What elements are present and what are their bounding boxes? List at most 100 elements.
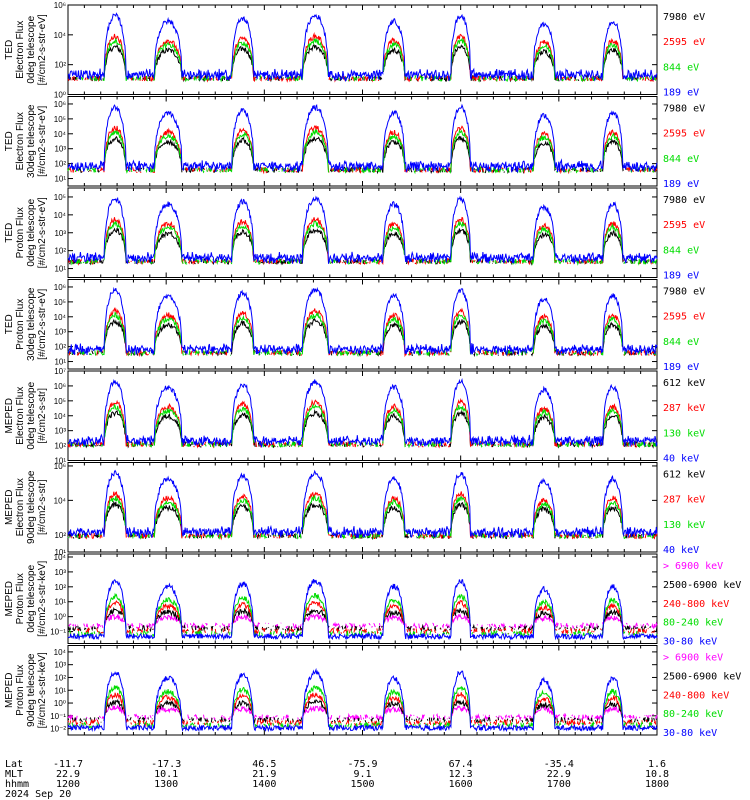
panel-8: 10⁻² 10⁻¹ 10⁰ 10¹ 10² 10³ 10⁴ MEPED Proton Flux 9… — [4, 645, 741, 739]
y-tick-label: 10¹ — [54, 598, 66, 607]
legend-entry: 844 eV — [663, 245, 699, 256]
legend-entry: 7980 eV — [663, 12, 705, 23]
y-tick-label: 10² — [54, 673, 66, 682]
legend-entry: 844 eV — [663, 337, 699, 348]
series-trace — [68, 612, 658, 630]
y-tick-label: 10⁶ — [54, 1, 66, 10]
y-tick-label: 10² — [54, 531, 66, 540]
y-axis-label-line: TED — [4, 131, 15, 151]
y-axis-label-line: 30deg telescope — [26, 104, 37, 178]
y-axis-label-line: Electron Flux — [15, 478, 26, 536]
y-axis-label-line: 0deg telescope — [26, 381, 37, 449]
y-axis-label-line: Proton Flux — [15, 573, 26, 624]
y-tick-label: 10⁴ — [54, 648, 67, 657]
x-tick-mlt: 12.3 — [449, 769, 473, 780]
legend-entry: 7980 eV — [663, 195, 705, 206]
series-trace — [67, 377, 658, 449]
y-tick-label: 10⁴ — [54, 31, 67, 40]
legend-entry: 287 keV — [663, 403, 705, 414]
y-tick-label: 10³ — [54, 568, 66, 577]
legend-entry: 80-240 keV — [663, 618, 723, 629]
x-tick-hhmm: 1800 — [645, 779, 669, 790]
legend-entry: 287 keV — [663, 495, 705, 506]
series-trace — [67, 286, 658, 357]
y-tick-label: 10⁴ — [54, 130, 67, 139]
panel-3: 10¹ 10² 10³ 10⁴ 10⁵ TED Proton Flux 0deg telesc… — [4, 187, 705, 282]
y-axis-label-line: TED — [4, 314, 15, 334]
y-axis-label-line: [#/cm2-s-str-eV] — [37, 197, 48, 268]
x-tick-mlt: 22.9 — [56, 769, 80, 780]
y-axis-label-line: [#/cm2-s-str-keV] — [37, 652, 48, 728]
y-tick-label: 10⁴ — [54, 412, 67, 421]
panel-frame — [67, 279, 658, 370]
legend-entry: 2500-6900 keV — [663, 580, 741, 591]
y-tick-label: 10⁰ — [54, 613, 66, 622]
x-axis-date: 2024 Sep 20 — [5, 789, 71, 800]
legend-entry: 240-800 keV — [663, 599, 729, 610]
legend-entry: > 6900 keV — [663, 561, 723, 572]
panel-5: 10¹ 10² 10³ 10⁴ 10⁵ 10⁶ 10⁷ MEPED Electron Flux 0… — [4, 367, 705, 466]
legend-entry: 240-800 keV — [663, 690, 729, 701]
y-tick-label: 10² — [54, 61, 66, 70]
legend-entry: 2595 eV — [663, 37, 705, 48]
y-tick-label: 10⁵ — [54, 298, 66, 307]
y-tick-label: 10² — [54, 442, 66, 451]
legend-entry: 189 eV — [663, 271, 699, 282]
y-tick-label: 10⁶ — [54, 382, 66, 391]
y-axis-label-line: Electron Flux — [15, 112, 26, 170]
panel-2: 10¹ 10² 10³ 10⁴ 10⁵ 10⁶ TED Electron Flux 30deg … — [4, 96, 705, 190]
y-axis-label-line: 0deg telescope — [26, 198, 37, 266]
y-tick-label: 10⁰ — [54, 91, 66, 100]
y-axis-label-line: Proton Flux — [15, 299, 26, 350]
x-tick-hhmm: 1300 — [154, 779, 178, 790]
series-trace — [67, 667, 658, 733]
panel-6: 10¹ 10² 10⁴ 10⁶ MEPED Electron Flux 90deg tele… — [4, 462, 705, 557]
y-axis-label-line: MEPED — [4, 398, 15, 434]
legend-entry: 844 eV — [663, 62, 699, 73]
series-trace — [67, 103, 658, 173]
legend-entry: 130 keV — [663, 428, 705, 439]
y-tick-label: 10¹ — [54, 358, 66, 367]
y-axis-label-line: TED — [4, 40, 15, 60]
y-tick-label: 10⁻¹ — [50, 712, 66, 721]
panel-1: 10⁰ 10² 10⁴ 10⁶ TED Electron Flux 0deg telesco… — [4, 1, 705, 100]
y-tick-label: 10⁵ — [54, 397, 66, 406]
y-tick-label: 10⁶ — [54, 100, 66, 109]
y-tick-label: 10² — [54, 583, 66, 592]
panel-frame — [67, 462, 658, 553]
y-tick-label: 10² — [54, 247, 66, 256]
y-axis-label-line: [#/cm2-s-str-eV] — [37, 14, 48, 85]
y-axis-label-line: MEPED — [4, 489, 15, 525]
panel-frame — [67, 645, 658, 736]
legend-entry: 7980 eV — [663, 287, 705, 298]
y-axis-label-line: 0deg telescope — [26, 564, 37, 632]
legend-entry: 2595 eV — [663, 129, 705, 140]
x-axis-row-label: Lat — [5, 759, 23, 770]
legend-entry: 189 eV — [663, 88, 699, 99]
panel-frame — [67, 187, 658, 278]
legend-entry: 40 keV — [663, 545, 699, 556]
y-axis-label-line: Electron Flux — [15, 21, 26, 79]
x-tick-hhmm: 1500 — [350, 779, 374, 790]
y-tick-label: 10¹ — [54, 686, 66, 695]
y-tick-label: 10⁻¹ — [50, 628, 66, 637]
y-axis-label-line: 90deg telescope — [26, 653, 37, 727]
x-tick-mlt: 21.9 — [252, 769, 276, 780]
y-axis-label-line: Proton Flux — [15, 665, 26, 716]
y-tick-label: 10³ — [54, 229, 66, 238]
y-tick-label: 10¹ — [54, 457, 66, 466]
y-tick-label: 10⁵ — [54, 193, 66, 202]
legend-entry: 2500-6900 keV — [663, 671, 741, 682]
x-tick-mlt: 10.8 — [645, 769, 669, 780]
x-tick-lat: -17.3 — [151, 759, 181, 770]
y-tick-label: 10⁴ — [54, 553, 67, 562]
x-tick-lat: -35.4 — [544, 759, 574, 770]
series-trace — [67, 12, 658, 82]
legend-entry: 612 keV — [663, 378, 705, 389]
x-tick-lat: 67.4 — [449, 759, 473, 770]
y-axis-label-line: 0deg telescope — [26, 15, 37, 83]
y-axis-label-line: Electron Flux — [15, 387, 26, 445]
y-tick-label: 10³ — [54, 328, 66, 337]
x-axis-row-label: MLT — [5, 769, 23, 780]
